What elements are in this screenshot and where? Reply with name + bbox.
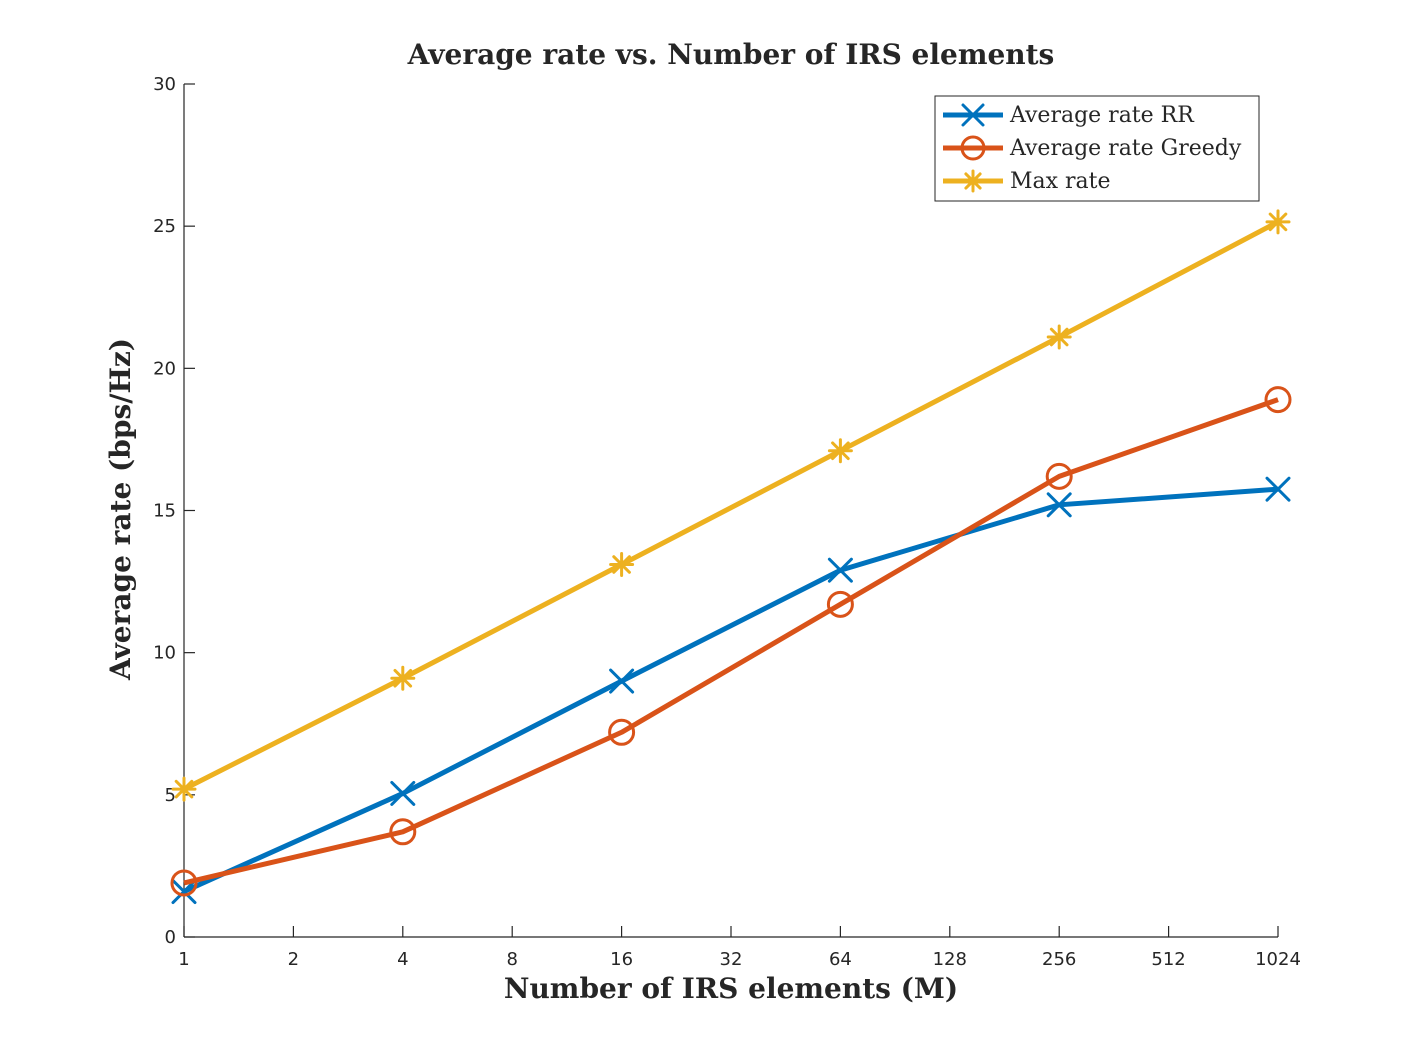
x-axis-label: Number of IRS elements (M) (504, 972, 958, 1005)
data-point (608, 718, 636, 746)
data-point (827, 438, 853, 464)
legend-label: Average rate RR (1009, 103, 1195, 128)
series-line (182, 219, 1280, 792)
data-point (171, 776, 197, 802)
series-3 (171, 209, 1291, 802)
y-tick-label: 25 (153, 216, 176, 237)
y-tick-label: 0 (165, 927, 176, 948)
legend-marker (960, 135, 986, 161)
series-1 (171, 476, 1291, 905)
y-tick-label: 30 (153, 74, 176, 95)
legend: Average rate RR Average rate Greedy Max ra… (934, 95, 1260, 202)
x-tick-label: 128 (933, 949, 967, 970)
y-axis-label: Average rate (bps/Hz) (104, 338, 137, 681)
x-tick-label: 512 (1151, 949, 1185, 970)
data-point (827, 557, 853, 583)
series-layer (170, 209, 1292, 905)
data-point (826, 590, 854, 618)
x-tick-label: 8 (506, 949, 517, 970)
legend-item: Average rate RR (943, 103, 1195, 128)
series-line (182, 486, 1279, 894)
chart-title: Average rate vs. Number of IRS elements (407, 38, 1055, 71)
data-point (390, 665, 416, 691)
data-point (170, 869, 198, 897)
y-tick-label: 15 (153, 501, 176, 522)
x-tick-label: 1 (178, 949, 189, 970)
y-tick-label: 20 (153, 358, 176, 379)
data-point (389, 818, 417, 846)
x-tick-label: 16 (610, 949, 633, 970)
legend-marker (961, 169, 985, 193)
x-tick-label: 256 (1042, 949, 1076, 970)
legend-label: Max rate (1010, 169, 1111, 194)
series-line (183, 397, 1279, 886)
legend-item: Average rate Greedy (943, 135, 1242, 161)
x-tick-label: 64 (829, 949, 852, 970)
y-tick-label: 10 (153, 643, 176, 664)
legend-item: Max rate (943, 169, 1111, 194)
data-point (1045, 462, 1073, 490)
plot-axes: 1 2 4 8 16 32 64 128 256 512 1024 0 5 10 15 20 25 30 (153, 74, 1301, 970)
data-point (609, 668, 635, 694)
data-point (1265, 209, 1291, 235)
data-point (1046, 324, 1072, 350)
series-2 (170, 386, 1292, 897)
data-point (609, 552, 635, 578)
data-point (1265, 476, 1291, 502)
x-tick-label: 4 (397, 949, 408, 970)
legend-label: Average rate Greedy (1009, 136, 1242, 161)
data-point (1046, 492, 1072, 518)
x-tick-label: 2 (288, 949, 299, 970)
x-tick-label: 1024 (1255, 949, 1301, 970)
legend-marker (961, 103, 985, 127)
data-point (390, 780, 416, 806)
data-point (171, 879, 197, 905)
y-tick-label: 5 (165, 785, 176, 806)
data-point (1264, 386, 1292, 414)
x-tick-label: 32 (720, 949, 743, 970)
